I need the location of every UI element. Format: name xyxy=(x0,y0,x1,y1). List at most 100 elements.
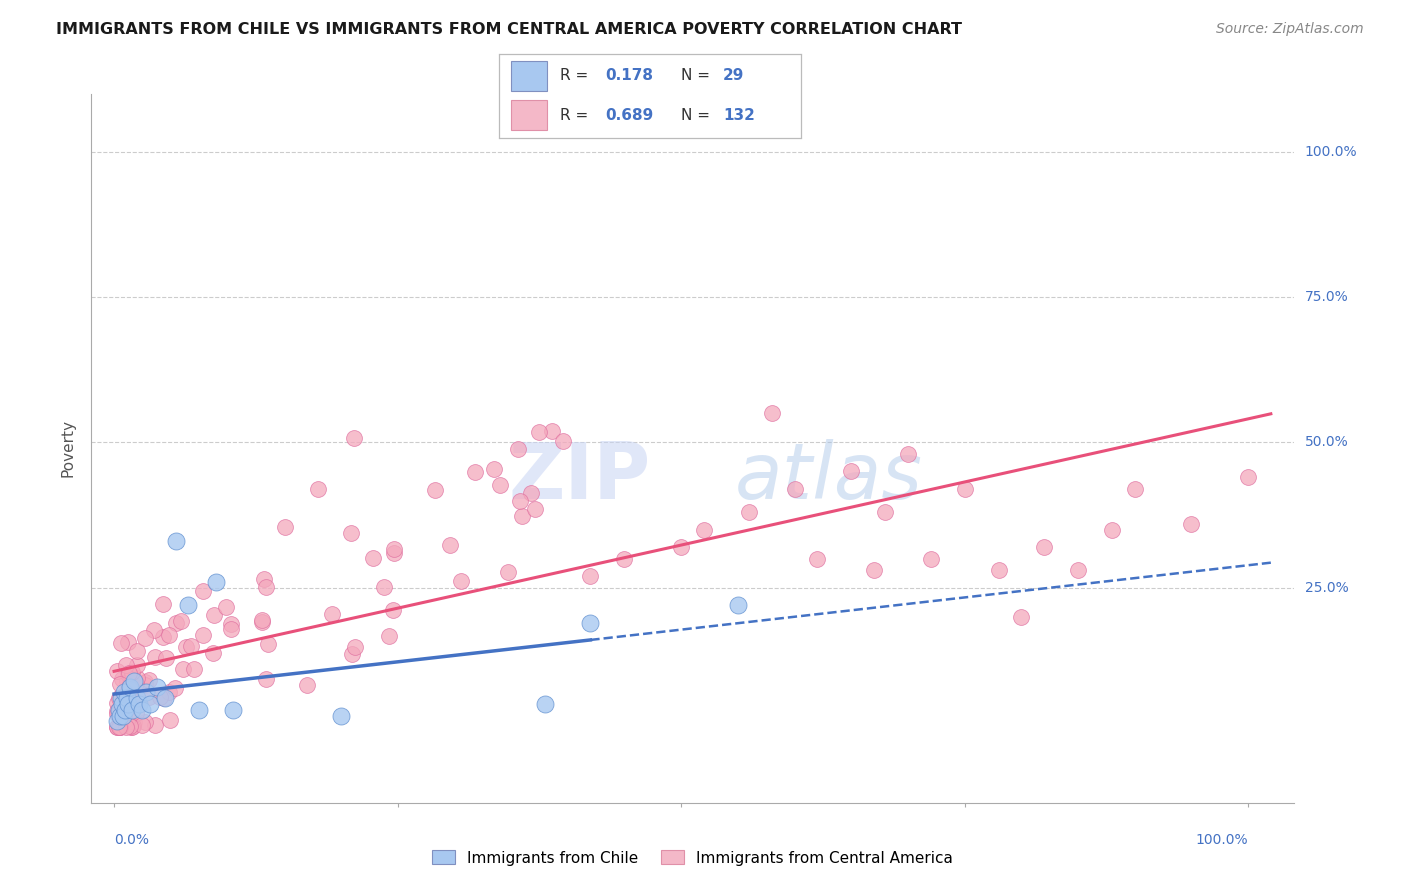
Point xyxy=(423,483,446,497)
Point xyxy=(201,646,224,660)
Point xyxy=(382,603,405,617)
Point xyxy=(135,685,157,699)
Text: 50.0%: 50.0% xyxy=(1305,435,1348,450)
Point xyxy=(107,720,129,734)
Point xyxy=(177,598,200,612)
Point xyxy=(439,538,461,552)
Point xyxy=(202,607,225,622)
Point xyxy=(107,720,129,734)
Point xyxy=(125,675,148,690)
Point xyxy=(579,569,602,583)
Point xyxy=(191,628,214,642)
Point xyxy=(121,703,143,717)
Point xyxy=(579,615,602,630)
Point xyxy=(128,697,150,711)
Point xyxy=(149,690,172,704)
Point xyxy=(540,424,562,438)
Point xyxy=(382,546,405,560)
Point xyxy=(146,680,169,694)
Text: 25.0%: 25.0% xyxy=(1305,581,1348,595)
Point xyxy=(1033,540,1056,554)
Legend: Immigrants from Chile, Immigrants from Central America: Immigrants from Chile, Immigrants from C… xyxy=(425,843,960,873)
Point xyxy=(450,574,472,588)
Text: Source: ZipAtlas.com: Source: ZipAtlas.com xyxy=(1216,22,1364,37)
Point xyxy=(120,720,142,734)
Point xyxy=(219,617,242,632)
Point xyxy=(117,635,139,649)
Point xyxy=(107,706,129,720)
Text: R =: R = xyxy=(560,68,593,83)
Point xyxy=(108,720,131,734)
Point xyxy=(953,482,976,496)
Point xyxy=(117,666,139,681)
Point xyxy=(121,665,143,680)
Point xyxy=(496,565,519,579)
Point xyxy=(107,691,129,706)
Point xyxy=(377,629,399,643)
Point xyxy=(124,714,146,729)
Point xyxy=(254,672,277,686)
Point xyxy=(329,708,352,723)
Text: R =: R = xyxy=(560,108,593,123)
Point xyxy=(122,718,145,732)
Point xyxy=(534,697,557,711)
Point xyxy=(340,647,363,661)
Point xyxy=(897,447,920,461)
Point xyxy=(165,534,187,549)
Point xyxy=(1180,516,1202,531)
Text: 0.178: 0.178 xyxy=(605,68,652,83)
Point xyxy=(115,697,138,711)
Point xyxy=(127,692,149,706)
Text: 100.0%: 100.0% xyxy=(1195,833,1249,847)
Point xyxy=(761,406,783,420)
Point xyxy=(143,623,166,637)
Point xyxy=(806,551,828,566)
Point xyxy=(382,541,405,556)
Point xyxy=(138,690,160,704)
Point xyxy=(506,442,529,457)
Point xyxy=(1101,523,1123,537)
Point xyxy=(121,720,143,734)
Point xyxy=(153,691,176,706)
Point xyxy=(464,465,486,479)
Point xyxy=(863,563,886,577)
Point xyxy=(108,708,131,723)
Point xyxy=(484,462,506,476)
Point xyxy=(254,580,277,594)
Point xyxy=(257,637,280,651)
Point xyxy=(117,697,139,711)
Point xyxy=(193,584,215,599)
Point xyxy=(183,662,205,676)
Point xyxy=(783,482,806,496)
Point xyxy=(111,672,134,686)
Text: 0.0%: 0.0% xyxy=(114,833,149,847)
Point xyxy=(114,713,136,727)
Point xyxy=(107,665,129,679)
Point xyxy=(510,508,533,523)
Point xyxy=(118,680,141,694)
Point xyxy=(153,690,176,705)
Point xyxy=(112,708,135,723)
Bar xyxy=(512,100,547,130)
Point xyxy=(1237,470,1260,484)
Point xyxy=(738,505,761,519)
Point xyxy=(520,486,543,500)
Point xyxy=(170,614,193,628)
Point xyxy=(127,694,149,708)
Point xyxy=(111,697,134,711)
Point xyxy=(253,572,276,586)
Point xyxy=(114,703,136,717)
Point xyxy=(155,650,177,665)
Text: 132: 132 xyxy=(723,108,755,123)
Y-axis label: Poverty: Poverty xyxy=(60,419,76,477)
Point xyxy=(273,520,295,534)
Text: 75.0%: 75.0% xyxy=(1305,290,1348,304)
Text: 29: 29 xyxy=(723,68,744,83)
Point xyxy=(613,551,636,566)
Point xyxy=(509,494,531,508)
Point xyxy=(112,685,135,699)
Point xyxy=(180,640,202,654)
Point xyxy=(115,720,138,734)
Point xyxy=(1010,609,1032,624)
Point xyxy=(373,580,395,594)
